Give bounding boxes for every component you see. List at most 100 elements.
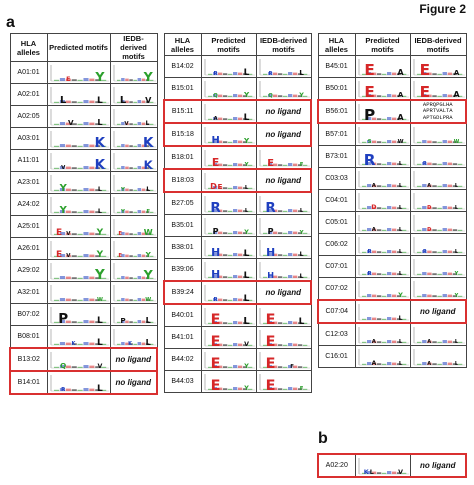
- logo-background-residue: [71, 365, 77, 368]
- allele-cell: C16:01: [317, 345, 356, 368]
- logo-background-residue: [361, 229, 366, 231]
- logo-background-residue: [371, 272, 376, 275]
- logo-background-residue: [292, 231, 297, 234]
- logo-background-residue: [237, 186, 242, 189]
- logo-background-residue: [447, 140, 452, 143]
- logo-background-residue: [361, 318, 366, 320]
- logo-background-residue: [237, 140, 242, 143]
- logo-background-residue: [442, 339, 447, 343]
- allele-cell: A32:01: [9, 281, 48, 304]
- logo-background-residue: [212, 297, 217, 301]
- logo-letter: A: [371, 227, 376, 233]
- table-row: B57:01 S W W: [317, 122, 467, 146]
- logo-background-residue: [207, 344, 212, 346]
- sequence-logo: D: [413, 214, 465, 233]
- logo-letter: P: [120, 316, 125, 325]
- logo-background-residue: [431, 272, 437, 275]
- logo-background-residue: [396, 72, 401, 75]
- logo-background-residue: [391, 228, 396, 231]
- logo-background-residue: [100, 211, 106, 213]
- logo-background-residue: [361, 295, 366, 297]
- logo-background-residue: [232, 93, 237, 97]
- logo-background-residue: [120, 341, 125, 345]
- logo-background-residue: [391, 184, 396, 187]
- iedb-motif-cell: Y: [409, 255, 467, 278]
- logo-background-residue: [100, 366, 106, 368]
- logo-background-residue: [442, 71, 447, 75]
- logo-background-residue: [277, 387, 282, 390]
- logo-background-residue: [120, 187, 125, 191]
- logo-background-residue: [361, 207, 366, 209]
- logo-background-residue: [386, 249, 391, 253]
- logo-background-residue: [82, 364, 89, 368]
- logo-background-residue: [207, 322, 212, 324]
- logo-letter: P: [58, 311, 68, 325]
- logo-background-residue: [442, 227, 447, 231]
- allele-cell: B44:03: [163, 370, 202, 393]
- logo-letter: L: [243, 249, 249, 258]
- logo-letter: V: [145, 95, 152, 105]
- logo-background-residue: [149, 79, 153, 81]
- allele-cell: B15:01: [163, 77, 202, 101]
- logo-background-residue: [141, 320, 145, 323]
- logo-background-residue: [212, 185, 217, 189]
- logo-background-residue: [132, 189, 137, 191]
- header-iedb-motifs: IEDB-derived motifs: [255, 33, 312, 56]
- logo-background-residue: [207, 210, 212, 212]
- logo-background-residue: [247, 299, 252, 301]
- logo-letter: D: [427, 205, 431, 211]
- logo-background-residue: [145, 144, 149, 147]
- logo-background-residue: [277, 365, 282, 368]
- logo-background-residue: [100, 79, 106, 81]
- logo-background-residue: [247, 388, 252, 390]
- logo-letter: Y: [120, 187, 125, 193]
- logo-background-residue: [71, 254, 77, 257]
- logo-background-residue: [212, 320, 217, 324]
- logo-background-residue: [282, 73, 287, 75]
- logo-background-residue: [100, 277, 106, 279]
- table-row: A25:01 E V Y E W: [9, 215, 158, 238]
- logo-background-residue: [227, 254, 232, 256]
- logo-background-residue: [302, 164, 307, 166]
- sequence-logo: R: [413, 148, 465, 167]
- logo-background-residue: [452, 228, 457, 231]
- logo-background-residue: [217, 117, 222, 120]
- logo-background-residue: [59, 99, 65, 103]
- logo-background-residue: [287, 208, 292, 212]
- logo-background-residue: [53, 189, 59, 191]
- logo-background-residue: [272, 321, 277, 324]
- logo-letter: E: [217, 182, 222, 191]
- logo-letter: L: [243, 294, 249, 303]
- logo-background-residue: [65, 298, 71, 301]
- iedb-motif-cell: Y: [109, 259, 158, 282]
- logo-background-residue: [242, 253, 247, 256]
- logo-background-residue: [232, 71, 237, 75]
- figure-title: Figure 2: [419, 2, 466, 16]
- logo-background-residue: [401, 141, 406, 143]
- logo-background-residue: [282, 95, 287, 97]
- logo-background-residue: [145, 276, 149, 279]
- logo-background-residue: [287, 386, 292, 390]
- logo-background-residue: [227, 366, 232, 368]
- logo-letter: L: [146, 186, 150, 193]
- logo-background-residue: [371, 162, 376, 165]
- logo-background-residue: [401, 295, 406, 297]
- logo-letter: K: [143, 158, 153, 171]
- logo-background-residue: [120, 275, 125, 279]
- logo-background-residue: [361, 251, 366, 253]
- logo-background-residue: [416, 73, 421, 75]
- logo-background-residue: [232, 320, 237, 324]
- table-row: A11:01 V K K: [9, 149, 158, 172]
- logo-background-residue: [242, 72, 247, 75]
- logo-background-residue: [421, 361, 427, 365]
- logo-background-residue: [457, 363, 462, 365]
